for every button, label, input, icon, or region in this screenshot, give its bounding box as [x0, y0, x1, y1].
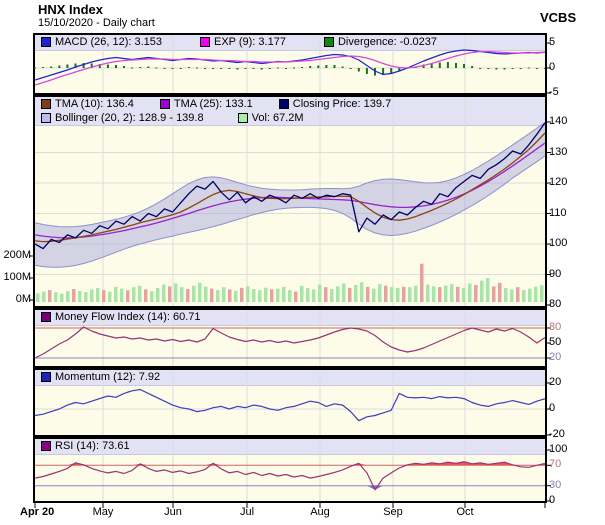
- volume-tick-label: 100M: [3, 271, 31, 283]
- tma25-label: TMA (25): 133.1: [173, 98, 253, 110]
- x-axis-label: Apr 20: [20, 506, 55, 518]
- brand-logo: VCBS: [540, 10, 577, 25]
- x-axis-label: May: [92, 506, 114, 518]
- chart-subtitle: 15/10/2020 - Daily chart: [38, 17, 155, 29]
- rsi-panel: [33, 437, 547, 503]
- divergence-swatch-icon: [323, 37, 334, 47]
- price-legend-row2: Bollinger (20, 2): 128.9 - 139.8 Vol: 67…: [35, 111, 543, 125]
- mfi-label: Money Flow Index (14): 60.71: [55, 311, 201, 323]
- y-tick-label: 140: [549, 115, 568, 127]
- exp-label: EXP (9): 3.177: [214, 36, 286, 48]
- y-tick-label: 30: [549, 478, 562, 491]
- macd-label: MACD (26, 12): 3.153: [55, 36, 162, 48]
- mfi-legend-item: Money Flow Index (14): 60.71: [41, 311, 201, 323]
- tma10-label: TMA (10): 136.4: [55, 98, 134, 110]
- closing-price-swatch-icon: [278, 99, 289, 109]
- exp-legend-item: EXP (9): 3.177: [200, 36, 286, 48]
- closing-price-label: Closing Price: 139.7: [292, 98, 392, 110]
- volume-legend-item: Vol: 67.2M: [237, 112, 304, 124]
- y-tick-label: 50: [549, 336, 562, 348]
- rsi-swatch-icon: [41, 441, 51, 451]
- volume-tick-label: 0M: [15, 293, 31, 305]
- y-tick-label: 90: [549, 267, 562, 280]
- y-tick-label: 130: [549, 145, 568, 158]
- tma25-legend-item: TMA (25): 133.1: [159, 98, 253, 110]
- price-legend-bar: [35, 97, 545, 126]
- y-tick-label: 20: [549, 376, 562, 388]
- mfi-legend-bar: [35, 310, 545, 326]
- y-tick-label: 0: [549, 494, 556, 506]
- y-tick-label: 0: [549, 61, 556, 73]
- macd-panel: [33, 33, 547, 95]
- tma25-swatch-icon: [159, 99, 170, 109]
- bollinger-label: Bollinger (20, 2): 128.9 - 139.8: [55, 112, 204, 124]
- y-tick-label: 80: [549, 321, 562, 333]
- x-axis-label: Jun: [164, 506, 182, 518]
- momentum-swatch-icon: [41, 372, 51, 382]
- momentum-panel: [33, 368, 547, 437]
- volume-tick-label: 200M: [3, 249, 31, 261]
- y-tick-label: 80: [549, 298, 562, 310]
- tma10-legend-item: TMA (10): 136.4: [41, 98, 134, 110]
- rsi-legend-bar: [35, 439, 545, 455]
- y-tick-label: 110: [549, 206, 567, 219]
- bollinger-legend-item: Bollinger (20, 2): 128.9 - 139.8: [41, 112, 204, 124]
- y-tick-label: 20: [549, 351, 562, 363]
- volume-label: Vol: 67.2M: [251, 112, 304, 124]
- y-tick-label: -5: [549, 86, 559, 98]
- macd-legend-item: MACD (26, 12): 3.153: [41, 36, 162, 48]
- rsi-legend-item: RSI (14): 73.61: [41, 440, 130, 452]
- exp-swatch-icon: [200, 37, 210, 47]
- x-axis-label: Jul: [239, 506, 255, 518]
- closing-price-legend-item: Closing Price: 139.7: [278, 98, 392, 110]
- momentum-legend-bar: [35, 370, 545, 386]
- macd-legend: MACD (26, 12): 3.153 EXP (9): 3.177 Dive…: [35, 35, 543, 49]
- mfi-legend: Money Flow Index (14): 60.71: [35, 310, 543, 324]
- rsi-label: RSI (14): 73.61: [55, 440, 130, 452]
- momentum-legend-item: Momentum (12): 7.92: [41, 371, 160, 383]
- momentum-label: Momentum (12): 7.92: [55, 371, 161, 383]
- divergence-label: Divergence: -0.0237: [337, 36, 438, 48]
- x-axis-label: Sep: [383, 506, 403, 518]
- x-axis-label: Aug: [310, 506, 330, 518]
- macd-legend-bar: [35, 35, 545, 51]
- momentum-legend: Momentum (12): 7.92: [35, 370, 543, 384]
- macd-swatch-icon: [41, 37, 51, 47]
- y-tick-label: 70: [549, 458, 562, 471]
- divergence-legend-item: Divergence: -0.0237: [323, 36, 438, 48]
- page-title: HNX Index: [38, 2, 104, 17]
- rsi-legend: RSI (14): 73.61: [35, 439, 543, 453]
- price-legend-row1: TMA (10): 136.4 TMA (25): 133.1 Closing …: [35, 97, 543, 111]
- y-tick-label: 100: [549, 443, 568, 455]
- tma10-swatch-icon: [41, 99, 51, 109]
- y-tick-label: -20: [549, 428, 565, 440]
- y-tick-label: 5: [549, 36, 556, 48]
- volume-swatch-icon: [237, 113, 248, 123]
- y-tick-label: 0: [549, 402, 556, 414]
- price-panel: [33, 95, 547, 308]
- x-axis-label: Oct: [456, 506, 474, 518]
- mfi-swatch-icon: [41, 312, 51, 322]
- bollinger-swatch-icon: [41, 113, 51, 123]
- y-tick-label: 100: [549, 237, 568, 249]
- y-tick-label: 120: [549, 176, 568, 188]
